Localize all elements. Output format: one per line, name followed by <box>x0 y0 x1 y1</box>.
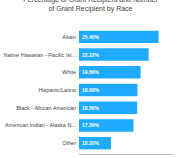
svg-text:19.66%: 19.66% <box>82 69 100 75</box>
svg-text:18.56%: 18.56% <box>82 105 100 111</box>
svg-text:Percentage of Grant Recipient: Percentage of Grant Recipient and Number… <box>23 0 158 13</box>
svg-text:Asian: Asian <box>62 34 76 40</box>
svg-text:Black - African American: Black - African American <box>16 105 76 111</box>
svg-text:22.22%: 22.22% <box>82 52 100 58</box>
svg-text:Native Hawaiian - Pacific Isl.: Native Hawaiian - Pacific Isl... <box>4 51 77 57</box>
svg-text:Hispanic/Latino: Hispanic/Latino <box>38 87 76 93</box>
svg-text:17.39%: 17.39% <box>82 122 100 128</box>
svg-text:25.40%: 25.40% <box>82 34 100 40</box>
svg-text:18.66%: 18.66% <box>82 87 100 93</box>
svg-text:10.20%: 10.20% <box>82 140 100 146</box>
svg-text:White: White <box>62 69 76 75</box>
svg-text:American Indian - Alaska N...: American Indian - Alaska N... <box>5 122 76 128</box>
svg-text:Other: Other <box>62 140 76 146</box>
